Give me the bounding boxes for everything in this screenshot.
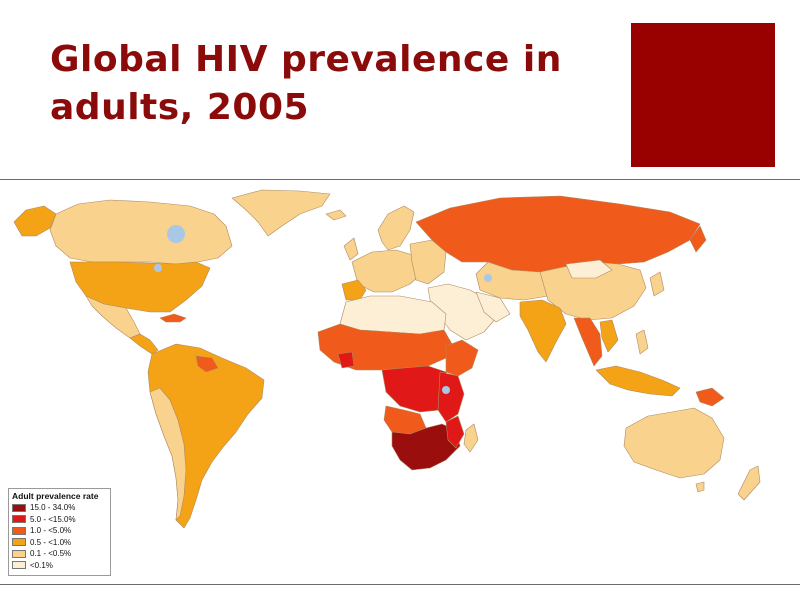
region-north-africa (339, 295, 447, 335)
legend-item: 0.5 - <1.0% (12, 537, 107, 549)
legend-label: 5.0 - <15.0% (30, 514, 76, 524)
region-tasmania (695, 481, 705, 493)
lake-victoria (442, 386, 450, 394)
region-korea-japan (649, 271, 665, 297)
region-madagascar (463, 423, 479, 453)
region-canada (49, 199, 233, 265)
legend-swatch (12, 515, 26, 524)
bottom-divider (0, 584, 800, 585)
region-andes (149, 387, 187, 521)
legend-label: 15.0 - 34.0% (30, 503, 76, 513)
legend-label: 1.0 - <5.0% (30, 526, 72, 536)
region-guianas (195, 355, 219, 373)
region-ivory-coast (337, 351, 355, 369)
legend-item: <0.1% (12, 560, 107, 572)
region-iran (475, 291, 511, 323)
region-scandinavia (377, 205, 415, 251)
legend-swatch (12, 503, 26, 512)
legend-label: 0.1 - <0.5% (30, 549, 72, 559)
legend-swatch (12, 561, 26, 570)
region-uk (343, 237, 359, 261)
lake-caspian (484, 274, 492, 282)
world-map (13, 189, 761, 529)
region-east-africa (437, 371, 465, 423)
legend-title: Adult prevalence rate (12, 491, 99, 501)
region-central-america (129, 333, 159, 355)
map-legend: Adult prevalence rate 15.0 - 34.0% 5.0 -… (8, 488, 111, 576)
legend-label: 0.5 - <1.0% (30, 537, 72, 547)
region-philippines (635, 329, 649, 355)
slide-title: Global HIV prevalence in adults, 2005 (50, 39, 562, 128)
top-divider (0, 179, 800, 180)
region-papua-new-guinea (695, 387, 725, 407)
region-southern-africa (391, 423, 461, 471)
legend-label: <0.1% (30, 560, 53, 570)
legend-swatch (12, 526, 26, 535)
region-kamchatka (689, 225, 707, 253)
region-indochina (599, 319, 619, 353)
region-alaska (13, 205, 57, 237)
legend-item: 1.0 - <5.0% (12, 525, 107, 537)
region-australia (623, 407, 725, 479)
region-russia (415, 195, 701, 273)
region-greenland (231, 189, 331, 237)
legend-item: 5.0 - <15.0% (12, 514, 107, 526)
region-mozambique (445, 415, 465, 449)
region-caribbean (159, 313, 187, 323)
region-iceland (325, 209, 347, 221)
accent-block (631, 23, 775, 167)
legend-item: 15.0 - 34.0% (12, 502, 107, 514)
region-myanmar-thailand (573, 317, 603, 367)
lake-great-lakes (154, 264, 162, 272)
region-central-asia (475, 261, 561, 301)
region-horn-of-africa (445, 339, 479, 377)
legend-swatch (12, 549, 26, 558)
region-iberia (341, 279, 367, 301)
legend-swatch (12, 538, 26, 547)
lake-hudson-bay (167, 225, 185, 243)
region-new-zealand (737, 465, 761, 501)
region-india (519, 299, 567, 363)
region-malaysia-indonesia (595, 365, 681, 397)
legend-item: 0.1 - <0.5% (12, 548, 107, 560)
region-mongolia (565, 259, 613, 279)
